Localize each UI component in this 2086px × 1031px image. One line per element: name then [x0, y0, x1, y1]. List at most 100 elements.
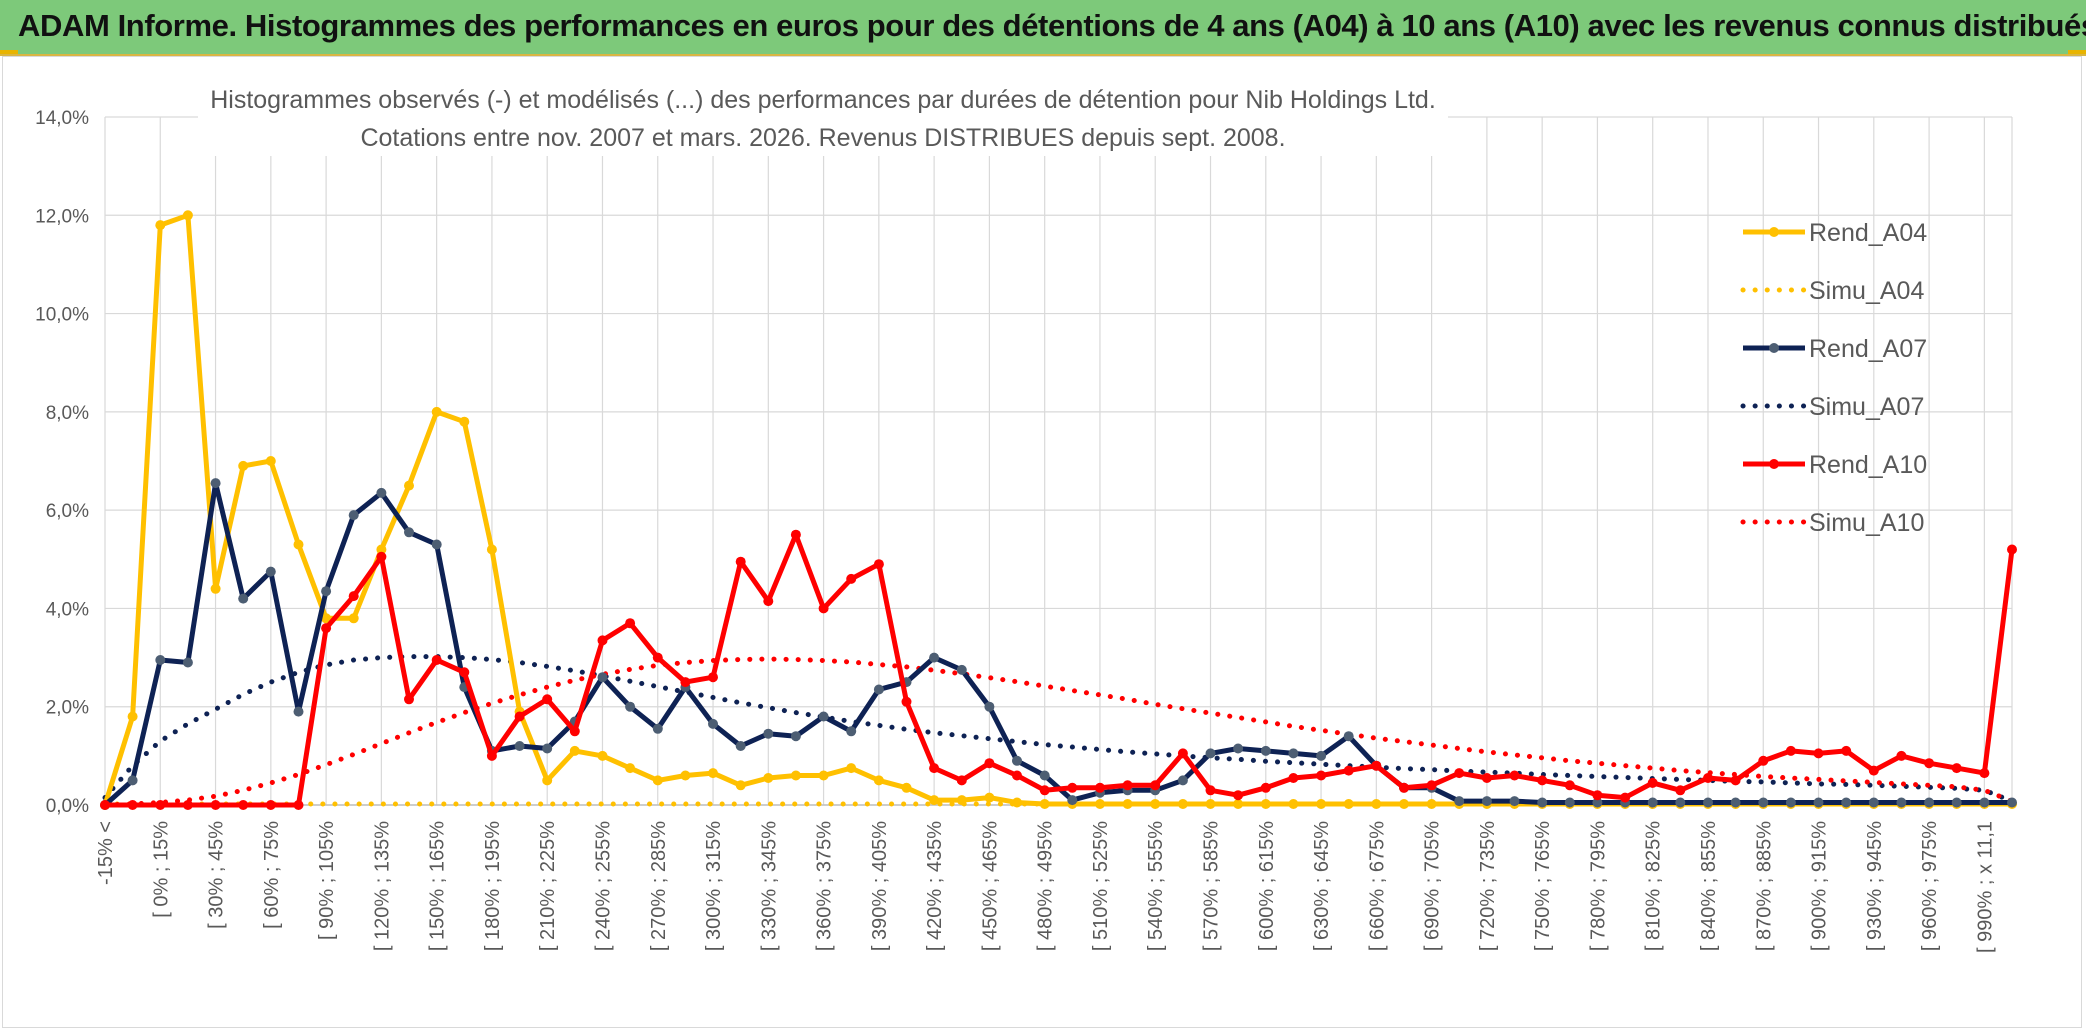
data-point-Rend_A04	[929, 795, 940, 806]
x-tick-label: [ 300% ; 315%	[703, 821, 725, 951]
legend: Rend_A04 Simu_A04 Rend_A07 Simu_A07 Rend_A10…	[1740, 219, 1927, 537]
data-point-Rend_A07	[376, 487, 387, 498]
data-point-Rend_A10	[2007, 544, 2017, 555]
y-tick-label: 12,0%	[35, 206, 89, 227]
data-point-Rend_A04	[1039, 799, 1050, 809]
data-point-Rend_A10	[652, 652, 663, 663]
x-tick-label: [ 510% ; 525%	[1090, 821, 1112, 951]
data-point-Rend_A10	[818, 603, 829, 614]
data-point-Rend_A07	[348, 510, 359, 521]
data-point-Rend_A10	[1316, 770, 1327, 781]
data-point-Rend_A10	[708, 672, 718, 683]
data-point-Rend_A04	[486, 544, 497, 555]
data-point-Rend_A07	[514, 741, 525, 751]
data-point-Rend_A04	[1316, 799, 1327, 809]
data-point-Rend_A07	[1067, 795, 1078, 806]
data-point-Rend_A10	[1067, 782, 1078, 793]
x-tick-label: [ 450% ; 465%	[979, 821, 1001, 951]
data-point-Rend_A10	[1260, 782, 1271, 793]
data-point-Rend_A10	[1868, 765, 1879, 776]
data-point-Rend_A07	[846, 726, 857, 737]
data-point-Rend_A10	[542, 694, 553, 705]
data-point-Rend_A10	[1426, 780, 1437, 791]
data-point-Rend_A07	[1785, 797, 1796, 808]
data-point-Rend_A10	[514, 711, 525, 722]
data-point-Rend_A07	[155, 655, 166, 665]
data-point-Rend_A07	[1288, 748, 1299, 759]
data-point-Rend_A10	[984, 758, 995, 769]
chart-title-background	[198, 74, 1448, 156]
legend-marker	[1769, 227, 1779, 237]
series-line-Rend_A10	[105, 532, 2015, 808]
x-tick-label: [ 240% ; 255%	[592, 821, 614, 951]
report-banner: ADAM Informe. Histogrammes des performan…	[0, 0, 2086, 56]
data-point-Rend_A10	[1233, 790, 1244, 801]
data-point-Rend_A04	[790, 770, 801, 781]
x-tick-label: [ 420% ; 435%	[924, 821, 946, 951]
data-point-Rend_A10	[790, 529, 801, 540]
data-point-Rend_A04	[735, 780, 746, 791]
data-point-Rend_A07	[873, 684, 884, 695]
legend-entry-Simu_A07: Simu_A07	[1740, 393, 1924, 421]
y-tick-label: 14,0%	[35, 108, 89, 129]
data-point-Rend_A04	[763, 773, 774, 783]
x-tick-label: [ 570% ; 585%	[1201, 821, 1223, 951]
data-point-Rend_A10	[1343, 765, 1354, 776]
grid-layer	[104, 116, 2013, 806]
data-point-Rend_A07	[1343, 731, 1354, 742]
data-point-Rend_A10	[763, 596, 774, 607]
x-tick-label: [ 930% ; 945%	[1864, 821, 1886, 951]
data-point-Rend_A07	[404, 527, 414, 538]
data-point-Rend_A10	[1371, 760, 1382, 771]
data-point-Rend_A07	[708, 718, 718, 729]
data-point-Rend_A10	[901, 696, 912, 707]
legend-label: Rend_A10	[1809, 451, 1927, 479]
data-point-Rend_A07	[1039, 770, 1050, 781]
data-point-Rend_A10	[1177, 748, 1188, 759]
y-tick-label: 2,0%	[46, 698, 89, 719]
data-point-Rend_A07	[652, 723, 663, 734]
y-tick-label: 4,0%	[46, 599, 89, 620]
data-point-Rend_A04	[265, 456, 276, 466]
data-point-Rend_A07	[1564, 797, 1575, 808]
data-point-Rend_A04	[1371, 799, 1382, 809]
data-point-Rend_A10	[376, 551, 387, 562]
legend-marker	[1769, 343, 1779, 353]
data-point-Rend_A04	[1426, 799, 1437, 809]
data-point-Rend_A10	[1454, 768, 1465, 779]
data-point-Rend_A04	[238, 460, 249, 471]
data-point-Rend_A04	[376, 544, 387, 555]
data-point-Rend_A07	[1260, 745, 1271, 756]
data-point-Rend_A07	[597, 672, 608, 683]
data-point-Rend_A07	[1205, 748, 1216, 759]
legend-marker	[1769, 459, 1779, 469]
chart-title-layer: Histogrammes observés (-) et modélisés (…	[198, 74, 1448, 156]
data-point-Rend_A07	[431, 539, 442, 550]
x-tick-label: [ 210% ; 225%	[537, 821, 559, 951]
data-point-Rend_A07	[790, 731, 801, 742]
legend-label: Rend_A04	[1809, 219, 1927, 247]
chart-title-line-2: Cotations entre nov. 2007 et mars. 2026.…	[360, 124, 1285, 152]
data-point-Rend_A04	[625, 763, 636, 774]
data-point-Rend_A10	[569, 726, 580, 737]
series-layer	[100, 210, 2017, 810]
banner-accent-left	[0, 50, 18, 54]
data-point-Rend_A10	[100, 800, 110, 810]
x-tick-label: [ 600% ; 615%	[1256, 821, 1278, 951]
x-tick-label: [ 780% ; 795%	[1587, 821, 1609, 951]
data-point-Rend_A10	[680, 677, 691, 688]
data-point-Rend_A10	[1730, 775, 1741, 786]
data-point-Rend_A04	[293, 539, 304, 550]
x-tick-label: [ 120% ; 135%	[371, 821, 393, 951]
data-point-Rend_A07	[1951, 797, 1962, 808]
legend-label: Rend_A07	[1809, 335, 1927, 363]
x-tick-label: [ 630% ; 645%	[1311, 821, 1333, 951]
data-point-Rend_A07	[1509, 796, 1520, 807]
x-tick-label: [ 660% ; 675%	[1366, 821, 1388, 951]
data-point-Rend_A10	[1039, 785, 1050, 796]
data-point-Rend_A07	[1896, 797, 1907, 808]
data-point-Rend_A10	[1951, 763, 1962, 774]
legend-label: Simu_A10	[1809, 509, 1924, 537]
data-point-Rend_A04	[846, 763, 857, 774]
